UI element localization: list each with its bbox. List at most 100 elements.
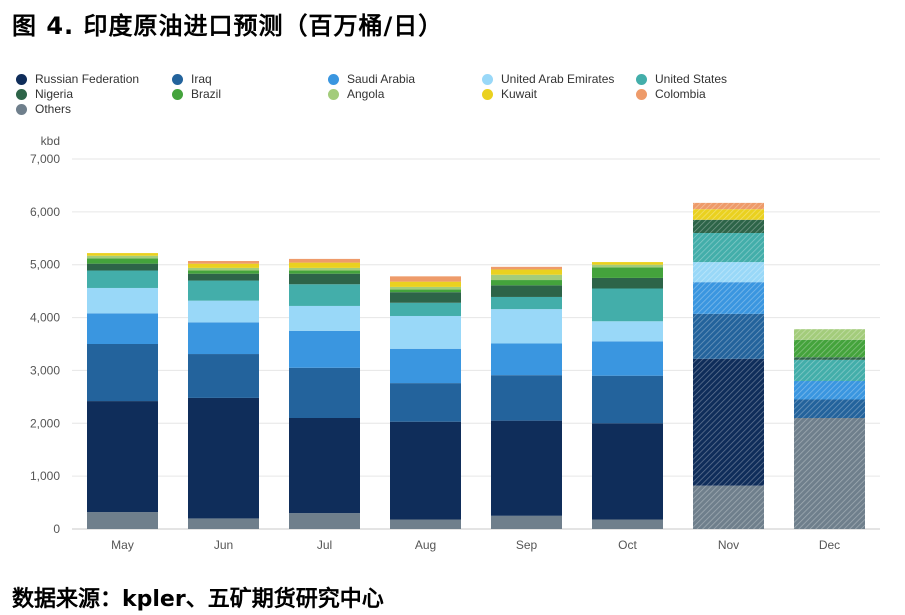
bar-segment-russian-federation-sep[interactable] bbox=[491, 420, 562, 516]
legend-item-saudi-arabia[interactable]: Saudi Arabia bbox=[328, 72, 415, 86]
bar-segment-brazil-jun[interactable] bbox=[188, 270, 259, 274]
bar-segment-kuwait-jun[interactable] bbox=[188, 263, 259, 268]
bar-segment-others-jul[interactable] bbox=[289, 513, 360, 529]
legend-item-angola[interactable]: Angola bbox=[328, 87, 384, 101]
bar-segment-others-sep[interactable] bbox=[491, 515, 562, 529]
bar-segment-nigeria-nov[interactable] bbox=[693, 219, 764, 233]
bar-segment-others-nov[interactable] bbox=[693, 485, 764, 529]
bar-segment-others-aug[interactable] bbox=[390, 519, 461, 529]
bar-segment-nigeria-jun[interactable] bbox=[188, 273, 259, 281]
bar-segment-united-states-oct[interactable] bbox=[592, 288, 663, 322]
bar-segment-kuwait-aug[interactable] bbox=[390, 281, 461, 287]
legend-swatch bbox=[16, 103, 27, 115]
bar-segment-angola-sep[interactable] bbox=[491, 274, 562, 281]
bar-segment-saudi-arabia-jul[interactable] bbox=[289, 330, 360, 368]
bar-segment-united-arab-emirates-jun[interactable] bbox=[188, 300, 259, 323]
bar-segment-saudi-arabia-aug[interactable] bbox=[390, 348, 461, 384]
legend-item-russian-federation[interactable]: Russian Federation bbox=[16, 72, 139, 86]
bar-segment-saudi-arabia-nov[interactable] bbox=[693, 282, 764, 314]
bar-segment-united-states-jun[interactable] bbox=[188, 280, 259, 301]
y-tick-label: 0 bbox=[53, 522, 60, 536]
bar-segment-nigeria-sep[interactable] bbox=[491, 285, 562, 297]
bar-segment-colombia-nov[interactable] bbox=[693, 202, 764, 210]
bar-segment-russian-federation-jul[interactable] bbox=[289, 418, 360, 514]
bar-segment-saudi-arabia-oct[interactable] bbox=[592, 341, 663, 376]
bar-segment-kuwait-jul[interactable] bbox=[289, 262, 360, 268]
bar-segment-russian-federation-jun[interactable] bbox=[188, 397, 259, 519]
bar-segment-united-states-jul[interactable] bbox=[289, 284, 360, 306]
legend-item-iraq[interactable]: Iraq bbox=[172, 72, 212, 86]
bar-segment-united-arab-emirates-jul[interactable] bbox=[289, 305, 360, 331]
legend-item-nigeria[interactable]: Nigeria bbox=[16, 87, 73, 101]
bar-segment-iraq-aug[interactable] bbox=[390, 383, 461, 422]
bar-segment-united-arab-emirates-sep[interactable] bbox=[491, 309, 562, 344]
bar-segment-united-arab-emirates-oct[interactable] bbox=[592, 321, 663, 342]
bar-segment-others-oct[interactable] bbox=[592, 519, 663, 529]
bar-segment-colombia-aug[interactable] bbox=[390, 276, 461, 282]
bar-segment-kuwait-may[interactable] bbox=[87, 253, 158, 256]
bar-segment-colombia-jun[interactable] bbox=[188, 261, 259, 264]
legend-swatch bbox=[172, 73, 183, 85]
legend-item-kuwait[interactable]: Kuwait bbox=[482, 87, 537, 101]
bar-segment-saudi-arabia-jun[interactable] bbox=[188, 322, 259, 355]
bar-segment-russian-federation-oct[interactable] bbox=[592, 423, 663, 520]
bar-segment-colombia-jul[interactable] bbox=[289, 258, 360, 263]
bar-segment-angola-oct[interactable] bbox=[592, 264, 663, 268]
bar-segment-united-states-sep[interactable] bbox=[491, 296, 562, 310]
bar-segment-others-jun[interactable] bbox=[188, 518, 259, 529]
legend-item-united-arab-emirates[interactable]: United Arab Emirates bbox=[482, 72, 614, 86]
bar-segment-iraq-nov[interactable] bbox=[693, 313, 764, 359]
y-tick-label: 7,000 bbox=[30, 152, 60, 166]
bar-segment-iraq-jun[interactable] bbox=[188, 354, 259, 398]
bar-segment-angola-jun[interactable] bbox=[188, 267, 259, 271]
bar-segment-iraq-jul[interactable] bbox=[289, 367, 360, 418]
bar-segment-angola-dec[interactable] bbox=[794, 329, 865, 340]
legend-label: Saudi Arabia bbox=[347, 72, 416, 86]
bar-segment-brazil-sep[interactable] bbox=[491, 280, 562, 286]
bar-segment-nigeria-oct[interactable] bbox=[592, 277, 663, 289]
legend-item-colombia[interactable]: Colombia bbox=[636, 87, 706, 101]
bar-segment-kuwait-oct[interactable] bbox=[592, 262, 663, 265]
bar-segment-brazil-jul[interactable] bbox=[289, 270, 360, 274]
bar-segment-angola-aug[interactable] bbox=[390, 286, 461, 290]
bar-segment-united-arab-emirates-aug[interactable] bbox=[390, 315, 461, 349]
bar-segment-angola-may[interactable] bbox=[87, 255, 158, 259]
legend-item-others[interactable]: Others bbox=[16, 102, 71, 116]
bar-segment-colombia-sep[interactable] bbox=[491, 266, 562, 270]
bar-segment-kuwait-nov[interactable] bbox=[693, 209, 764, 220]
x-tick-label: May bbox=[111, 538, 134, 552]
bar-segment-brazil-may[interactable] bbox=[87, 258, 158, 264]
bar-segment-saudi-arabia-dec[interactable] bbox=[794, 381, 865, 400]
bar-segment-united-states-aug[interactable] bbox=[390, 302, 461, 316]
bar-segment-kuwait-sep[interactable] bbox=[491, 269, 562, 275]
bar-segment-united-states-dec[interactable] bbox=[794, 359, 865, 381]
bar-segment-saudi-arabia-sep[interactable] bbox=[491, 343, 562, 376]
legend-item-united-states[interactable]: United States bbox=[636, 72, 727, 86]
bar-segment-others-dec[interactable] bbox=[794, 418, 865, 529]
bar-segment-russian-federation-aug[interactable] bbox=[390, 421, 461, 520]
bar-segment-united-states-may[interactable] bbox=[87, 270, 158, 288]
bar-segment-nigeria-jul[interactable] bbox=[289, 273, 360, 285]
bar-segment-nigeria-aug[interactable] bbox=[390, 292, 461, 303]
bar-segment-brazil-oct[interactable] bbox=[592, 267, 663, 278]
bar-segment-saudi-arabia-may[interactable] bbox=[87, 313, 158, 344]
legend-item-brazil[interactable]: Brazil bbox=[172, 87, 221, 101]
bar-segment-nigeria-dec[interactable] bbox=[794, 357, 865, 360]
bar-segment-russian-federation-may[interactable] bbox=[87, 401, 158, 513]
x-tick-label: Oct bbox=[618, 538, 637, 552]
bar-segment-united-arab-emirates-nov[interactable] bbox=[693, 262, 764, 283]
x-tick-label: Jun bbox=[214, 538, 233, 552]
bar-segment-iraq-sep[interactable] bbox=[491, 375, 562, 421]
bar-segment-russian-federation-nov[interactable] bbox=[693, 358, 764, 486]
bar-segment-nigeria-may[interactable] bbox=[87, 263, 158, 271]
bar-segment-iraq-may[interactable] bbox=[87, 344, 158, 402]
bar-segment-brazil-aug[interactable] bbox=[390, 289, 461, 293]
bar-segment-others-may[interactable] bbox=[87, 512, 158, 529]
bar-segment-united-states-nov[interactable] bbox=[693, 233, 764, 263]
bar-segment-united-arab-emirates-may[interactable] bbox=[87, 287, 158, 314]
bar-segment-iraq-oct[interactable] bbox=[592, 375, 663, 424]
bar-segment-iraq-dec[interactable] bbox=[794, 399, 865, 419]
bar-segment-brazil-dec[interactable] bbox=[794, 339, 865, 358]
bar-segment-angola-jul[interactable] bbox=[289, 267, 360, 271]
y-tick-label: 3,000 bbox=[30, 363, 60, 377]
